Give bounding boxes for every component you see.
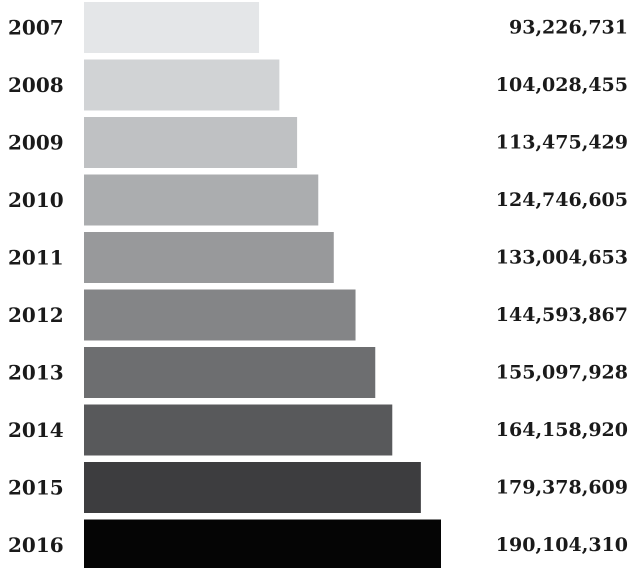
bar	[84, 59, 280, 111]
bar	[84, 117, 298, 168]
year-label: 2014	[8, 418, 64, 442]
bar	[84, 2, 260, 53]
value-label: 144,593,867	[496, 304, 628, 326]
value-label: 164,158,920	[496, 419, 628, 441]
bar	[84, 462, 421, 513]
value-label: 155,097,928	[496, 362, 628, 384]
year-label: 2011	[8, 246, 64, 270]
bar	[84, 232, 334, 283]
value-label: 124,746,605	[496, 189, 628, 211]
value-label: 104,028,455	[496, 74, 628, 96]
value-label: 93,226,731	[509, 17, 628, 39]
year-label: 2007	[8, 16, 64, 40]
bar	[84, 174, 319, 226]
bar	[84, 519, 441, 568]
bar	[84, 289, 356, 341]
value-label: 133,004,653	[496, 247, 628, 269]
bar	[84, 404, 393, 456]
bar	[84, 347, 376, 398]
year-label: 2016	[8, 533, 64, 557]
year-label: 2015	[8, 476, 64, 500]
value-label: 190,104,310	[496, 534, 628, 556]
year-label: 2012	[8, 303, 64, 327]
year-label: 2009	[8, 131, 64, 155]
value-label: 113,475,429	[496, 132, 628, 154]
year-label: 2010	[8, 188, 64, 212]
year-label: 2008	[8, 73, 64, 97]
year-label: 2013	[8, 361, 64, 385]
value-label: 179,378,609	[496, 477, 628, 499]
